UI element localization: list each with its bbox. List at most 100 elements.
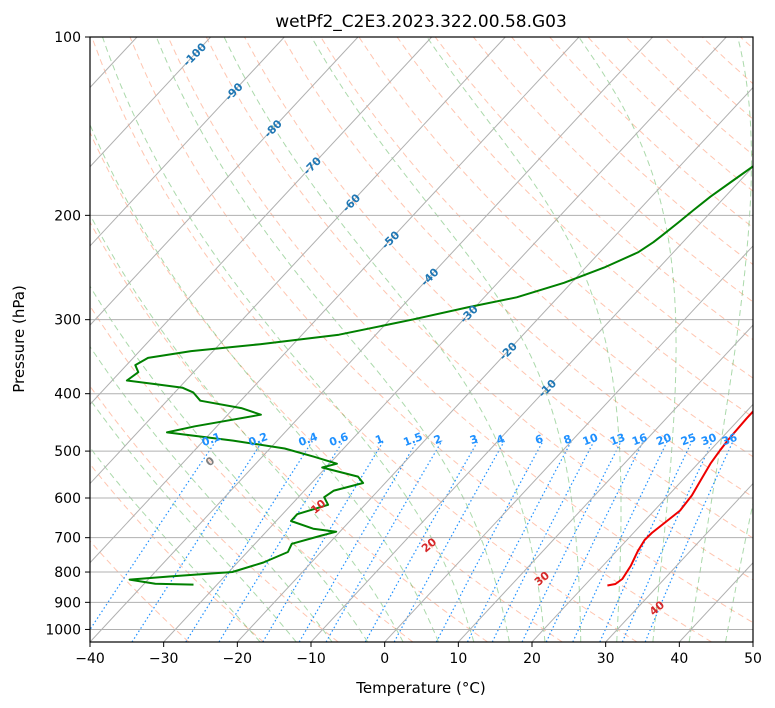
moist-adiabat-line xyxy=(155,37,510,642)
x-tick-label: −10 xyxy=(296,651,326,667)
x-tick-label: 20 xyxy=(523,651,541,667)
dry-adiabat-line xyxy=(473,37,753,303)
isotherm-line xyxy=(605,482,753,642)
isotherm-label: -100 xyxy=(180,40,209,69)
mixing-ratio-label: 0.4 xyxy=(297,430,320,449)
x-tick-label: −20 xyxy=(223,651,253,667)
temperature-profile-line xyxy=(607,410,753,587)
mixing-ratio-line xyxy=(262,440,385,642)
y-tick-label: 400 xyxy=(54,387,81,403)
isotherm-line xyxy=(457,324,753,642)
mixing-ratio-label: 2 xyxy=(432,432,444,447)
y-tick-label: 1000 xyxy=(45,622,81,638)
x-tick-label: 10 xyxy=(449,651,467,667)
mixing-ratio-label: 13 xyxy=(608,431,627,448)
isotherm-line xyxy=(90,37,506,485)
x-tick-label: 30 xyxy=(597,651,615,667)
background-lines xyxy=(90,37,775,642)
moist-adiabat-line xyxy=(90,285,369,642)
y-tick-label: 600 xyxy=(54,491,81,507)
dry-adiabat-line xyxy=(90,221,488,642)
y-axis-title: Pressure (hPa) xyxy=(10,285,28,393)
isotherm-line xyxy=(531,403,753,642)
mixing-ratio-line xyxy=(218,440,344,642)
mixing-ratio-label: 0.1 xyxy=(200,430,223,449)
mixing-ratio-label: 1.5 xyxy=(402,430,425,449)
dry-adiabat-line xyxy=(244,37,753,539)
x-tick-label: −30 xyxy=(149,651,179,667)
mixing-ratio-label: 4 xyxy=(495,432,507,447)
y-axis-ticks: 100 200 300 400 500 600 700 800 900 1000 xyxy=(45,30,90,638)
dry-adiabat-line xyxy=(396,37,753,379)
dry-adiabat-line xyxy=(129,37,712,642)
dry-adiabat-line xyxy=(205,37,753,581)
moist-adiabat-line xyxy=(102,37,475,642)
dry-adiabat-line xyxy=(663,37,753,120)
mixing-ratio-label: 25 xyxy=(679,431,698,448)
mixing-ratio-line xyxy=(364,440,479,642)
mixing-ratio-label: 36 xyxy=(720,431,739,449)
mixing-ratio-label: 8 xyxy=(562,432,574,447)
plot-frame xyxy=(89,36,754,643)
x-tick-label: −40 xyxy=(75,651,105,667)
moist-adiabat-line xyxy=(426,37,622,642)
mixing-ratio-label: 1 xyxy=(374,432,386,447)
moist-adiabat-line xyxy=(578,37,677,642)
mixing-ratio-line xyxy=(599,440,693,642)
dry-adiabat-line xyxy=(167,37,753,624)
x-tick-label: 40 xyxy=(670,651,688,667)
dry-adiabat-line xyxy=(511,37,753,266)
y-tick-label: 100 xyxy=(54,30,81,46)
mixing-ratio-label: 10 xyxy=(581,431,600,449)
mixing-ratio-line xyxy=(621,440,714,642)
mixing-ratio-line xyxy=(90,440,217,631)
isotherm-line xyxy=(236,86,753,642)
dewpoint-profile-line xyxy=(125,165,753,586)
mixing-ratio-label: 30 xyxy=(699,431,718,449)
mixing-ratio-label: 0.6 xyxy=(327,430,350,449)
moist-adiabat-line xyxy=(688,37,753,642)
x-tick-label: 50 xyxy=(744,651,762,667)
mixing-ratio-line xyxy=(325,440,443,642)
mixing-ratio-line xyxy=(393,440,506,642)
mixing-ratio-line xyxy=(185,440,314,642)
y-tick-label: 500 xyxy=(54,444,81,460)
chart-title: wetPf2_C2E3.2023.322.00.58.G03 xyxy=(275,12,567,32)
x-axis-title: Temperature (°C) xyxy=(355,679,485,697)
mixing-ratio-label: 3 xyxy=(468,432,480,447)
moist-adiabat-line xyxy=(725,501,753,642)
mixing-ratio-label: 20 xyxy=(654,431,673,449)
moist-adiabat-line xyxy=(90,398,297,642)
mixing-ratio-line xyxy=(644,440,734,642)
isotherm-line xyxy=(310,165,753,642)
line-labels: 0.1 0.2 0.4 0.6 1 1.5 2 3 4 6 8 10 13 16 20 25 30 36-100-… xyxy=(180,40,739,618)
y-tick-label: 800 xyxy=(54,565,81,581)
data-series xyxy=(125,165,753,587)
mixing-ratio-line xyxy=(545,440,645,642)
y-tick-label: 900 xyxy=(54,595,81,611)
dry-adiabat-label: 20 xyxy=(419,535,439,555)
mixing-ratio-line xyxy=(491,440,595,642)
mixing-ratio-label: 6 xyxy=(533,432,545,447)
moist-adiabat-line xyxy=(90,345,333,642)
dry-adiabat-line xyxy=(282,37,753,498)
dry-adiabat-line xyxy=(90,131,563,642)
isotherm-line xyxy=(90,37,212,168)
mixing-ratio-line xyxy=(521,440,623,642)
x-tick-label: 0 xyxy=(380,651,389,667)
mixing-ratio-line xyxy=(298,440,418,642)
isotherm-line xyxy=(752,641,753,642)
moist-adiabat-line xyxy=(223,37,546,642)
mixing-ratio-label: 0.2 xyxy=(247,430,270,449)
dry-adiabat-line xyxy=(320,37,753,458)
y-tick-label: 200 xyxy=(54,208,81,224)
isotherm-line xyxy=(90,37,285,247)
isotherm-line xyxy=(90,37,359,326)
mixing-ratio-label: 16 xyxy=(630,431,649,449)
isotherm-line xyxy=(90,37,654,642)
moist-adiabat-line xyxy=(762,37,775,642)
dry-adiabat-line xyxy=(434,37,753,341)
y-tick-label: 700 xyxy=(54,531,81,547)
isotherm-line xyxy=(90,37,433,406)
dry-adiabat-label: 40 xyxy=(647,598,667,618)
